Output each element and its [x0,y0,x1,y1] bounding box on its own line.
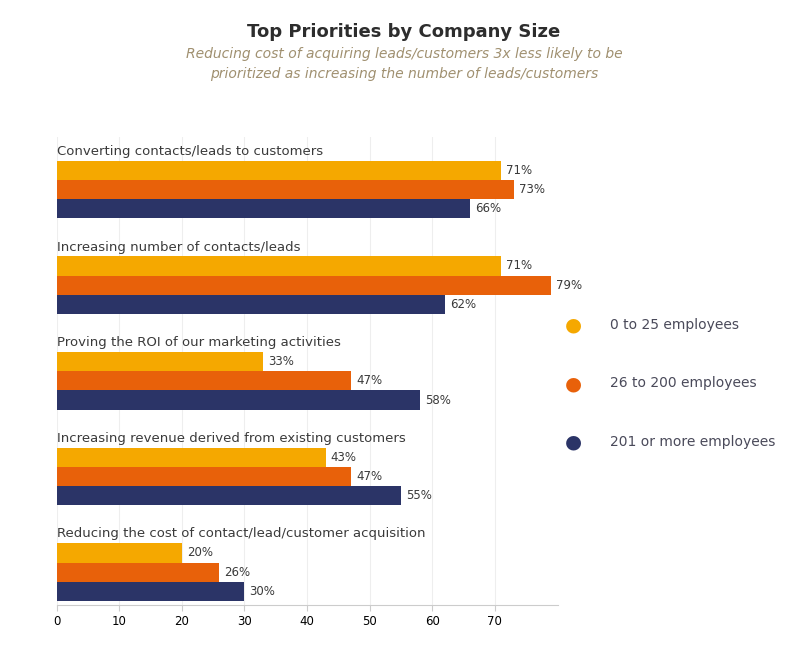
Bar [57,256,501,276]
Text: 66%: 66% [475,202,501,215]
Text: 20%: 20% [187,547,213,560]
Bar [57,352,263,371]
Bar [57,486,401,506]
Text: 43%: 43% [330,450,357,463]
Text: ●: ● [565,432,583,452]
Text: 71%: 71% [506,164,532,177]
Text: 79%: 79% [556,279,583,292]
Text: Proving the ROI of our marketing activities: Proving the ROI of our marketing activit… [57,336,340,349]
Text: 33%: 33% [268,355,294,368]
Text: Increasing number of contacts/leads: Increasing number of contacts/leads [57,240,300,254]
Text: 62%: 62% [450,298,476,311]
Text: Increasing revenue derived from existing customers: Increasing revenue derived from existing… [57,432,406,445]
Text: Top Priorities by Company Size: Top Priorities by Company Size [247,23,561,41]
Bar [57,276,551,295]
Bar [57,467,351,486]
Text: Reducing the cost of contact/lead/customer acquisition: Reducing the cost of contact/lead/custom… [57,528,425,541]
Bar [57,448,326,467]
Text: 30%: 30% [250,585,276,598]
Bar [57,295,444,314]
Text: 58%: 58% [425,394,451,407]
Text: 26 to 200 employees: 26 to 200 employees [610,376,756,391]
Bar [57,543,182,562]
Text: 73%: 73% [519,183,545,196]
Bar [57,161,501,180]
Text: 71%: 71% [506,259,532,272]
Text: 201 or more employees: 201 or more employees [610,435,776,449]
Bar [57,582,245,601]
Bar [57,391,420,410]
Text: ●: ● [565,374,583,393]
Bar [57,199,470,218]
Text: Reducing cost of acquiring leads/customers 3x less likely to be
prioritized as i: Reducing cost of acquiring leads/custome… [186,47,622,81]
Text: 47%: 47% [356,374,382,387]
Bar [57,180,514,199]
Bar [57,371,351,391]
Text: 26%: 26% [225,566,250,578]
Text: ●: ● [565,315,583,335]
Text: 55%: 55% [406,489,431,502]
Text: 0 to 25 employees: 0 to 25 employees [610,318,739,332]
Bar [57,562,220,582]
Text: 47%: 47% [356,470,382,483]
Text: Converting contacts/leads to customers: Converting contacts/leads to customers [57,145,322,158]
